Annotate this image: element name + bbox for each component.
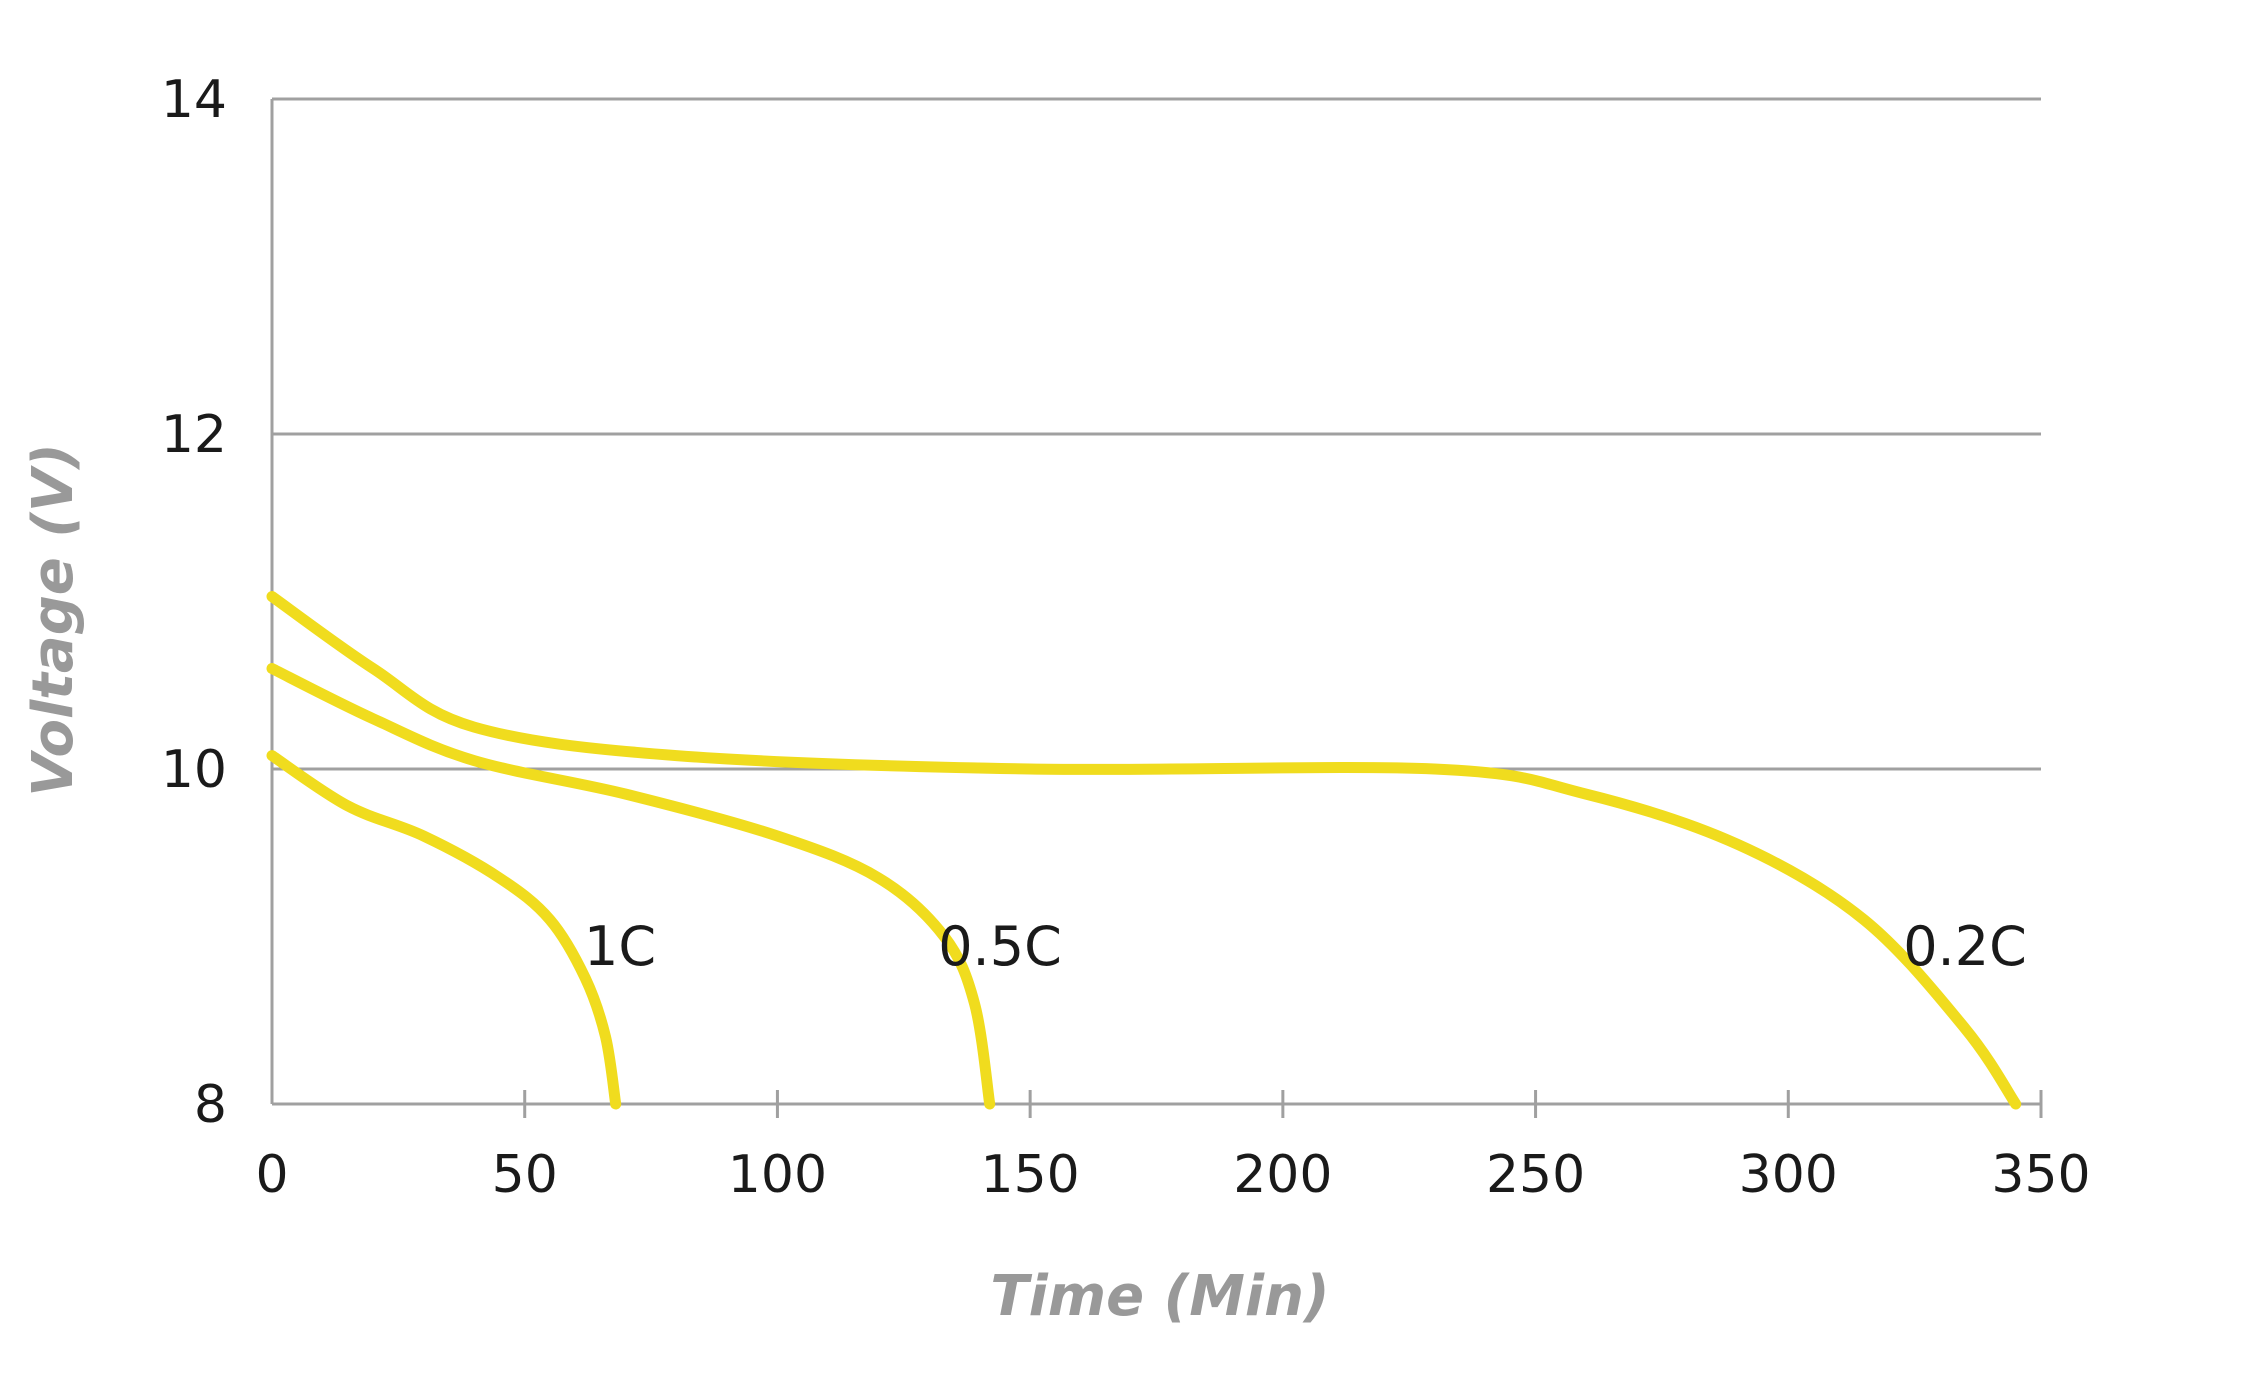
x-tick-label: 200 bbox=[1233, 1145, 1332, 1205]
y-tick-label: 12 bbox=[161, 405, 227, 465]
series-line-0-5c bbox=[266, 663, 996, 1110]
series-line-0-2c bbox=[266, 591, 2022, 1110]
x-tick-label: 100 bbox=[728, 1145, 827, 1205]
x-tick-label: 50 bbox=[492, 1145, 558, 1205]
x-tick-label: 350 bbox=[1991, 1145, 2090, 1205]
y-tick-label: 8 bbox=[194, 1075, 227, 1135]
x-tick-label: 300 bbox=[1739, 1145, 1838, 1205]
series-label-1c: 1C bbox=[584, 915, 656, 978]
series-line-1c bbox=[266, 750, 622, 1110]
y-axis-title: Voltage (V) bbox=[21, 443, 86, 797]
series-label-0-5c: 0.5C bbox=[938, 915, 1062, 978]
series-label-0-2c: 0.2C bbox=[1903, 915, 2027, 978]
x-axis-title: Time (Min) bbox=[990, 1264, 1329, 1329]
x-tick-label: 250 bbox=[1486, 1145, 1585, 1205]
x-tick-label: 150 bbox=[981, 1145, 1080, 1205]
y-tick-label: 14 bbox=[161, 70, 227, 130]
y-tick-label: 10 bbox=[161, 740, 227, 800]
x-tick-label: 0 bbox=[255, 1145, 288, 1205]
